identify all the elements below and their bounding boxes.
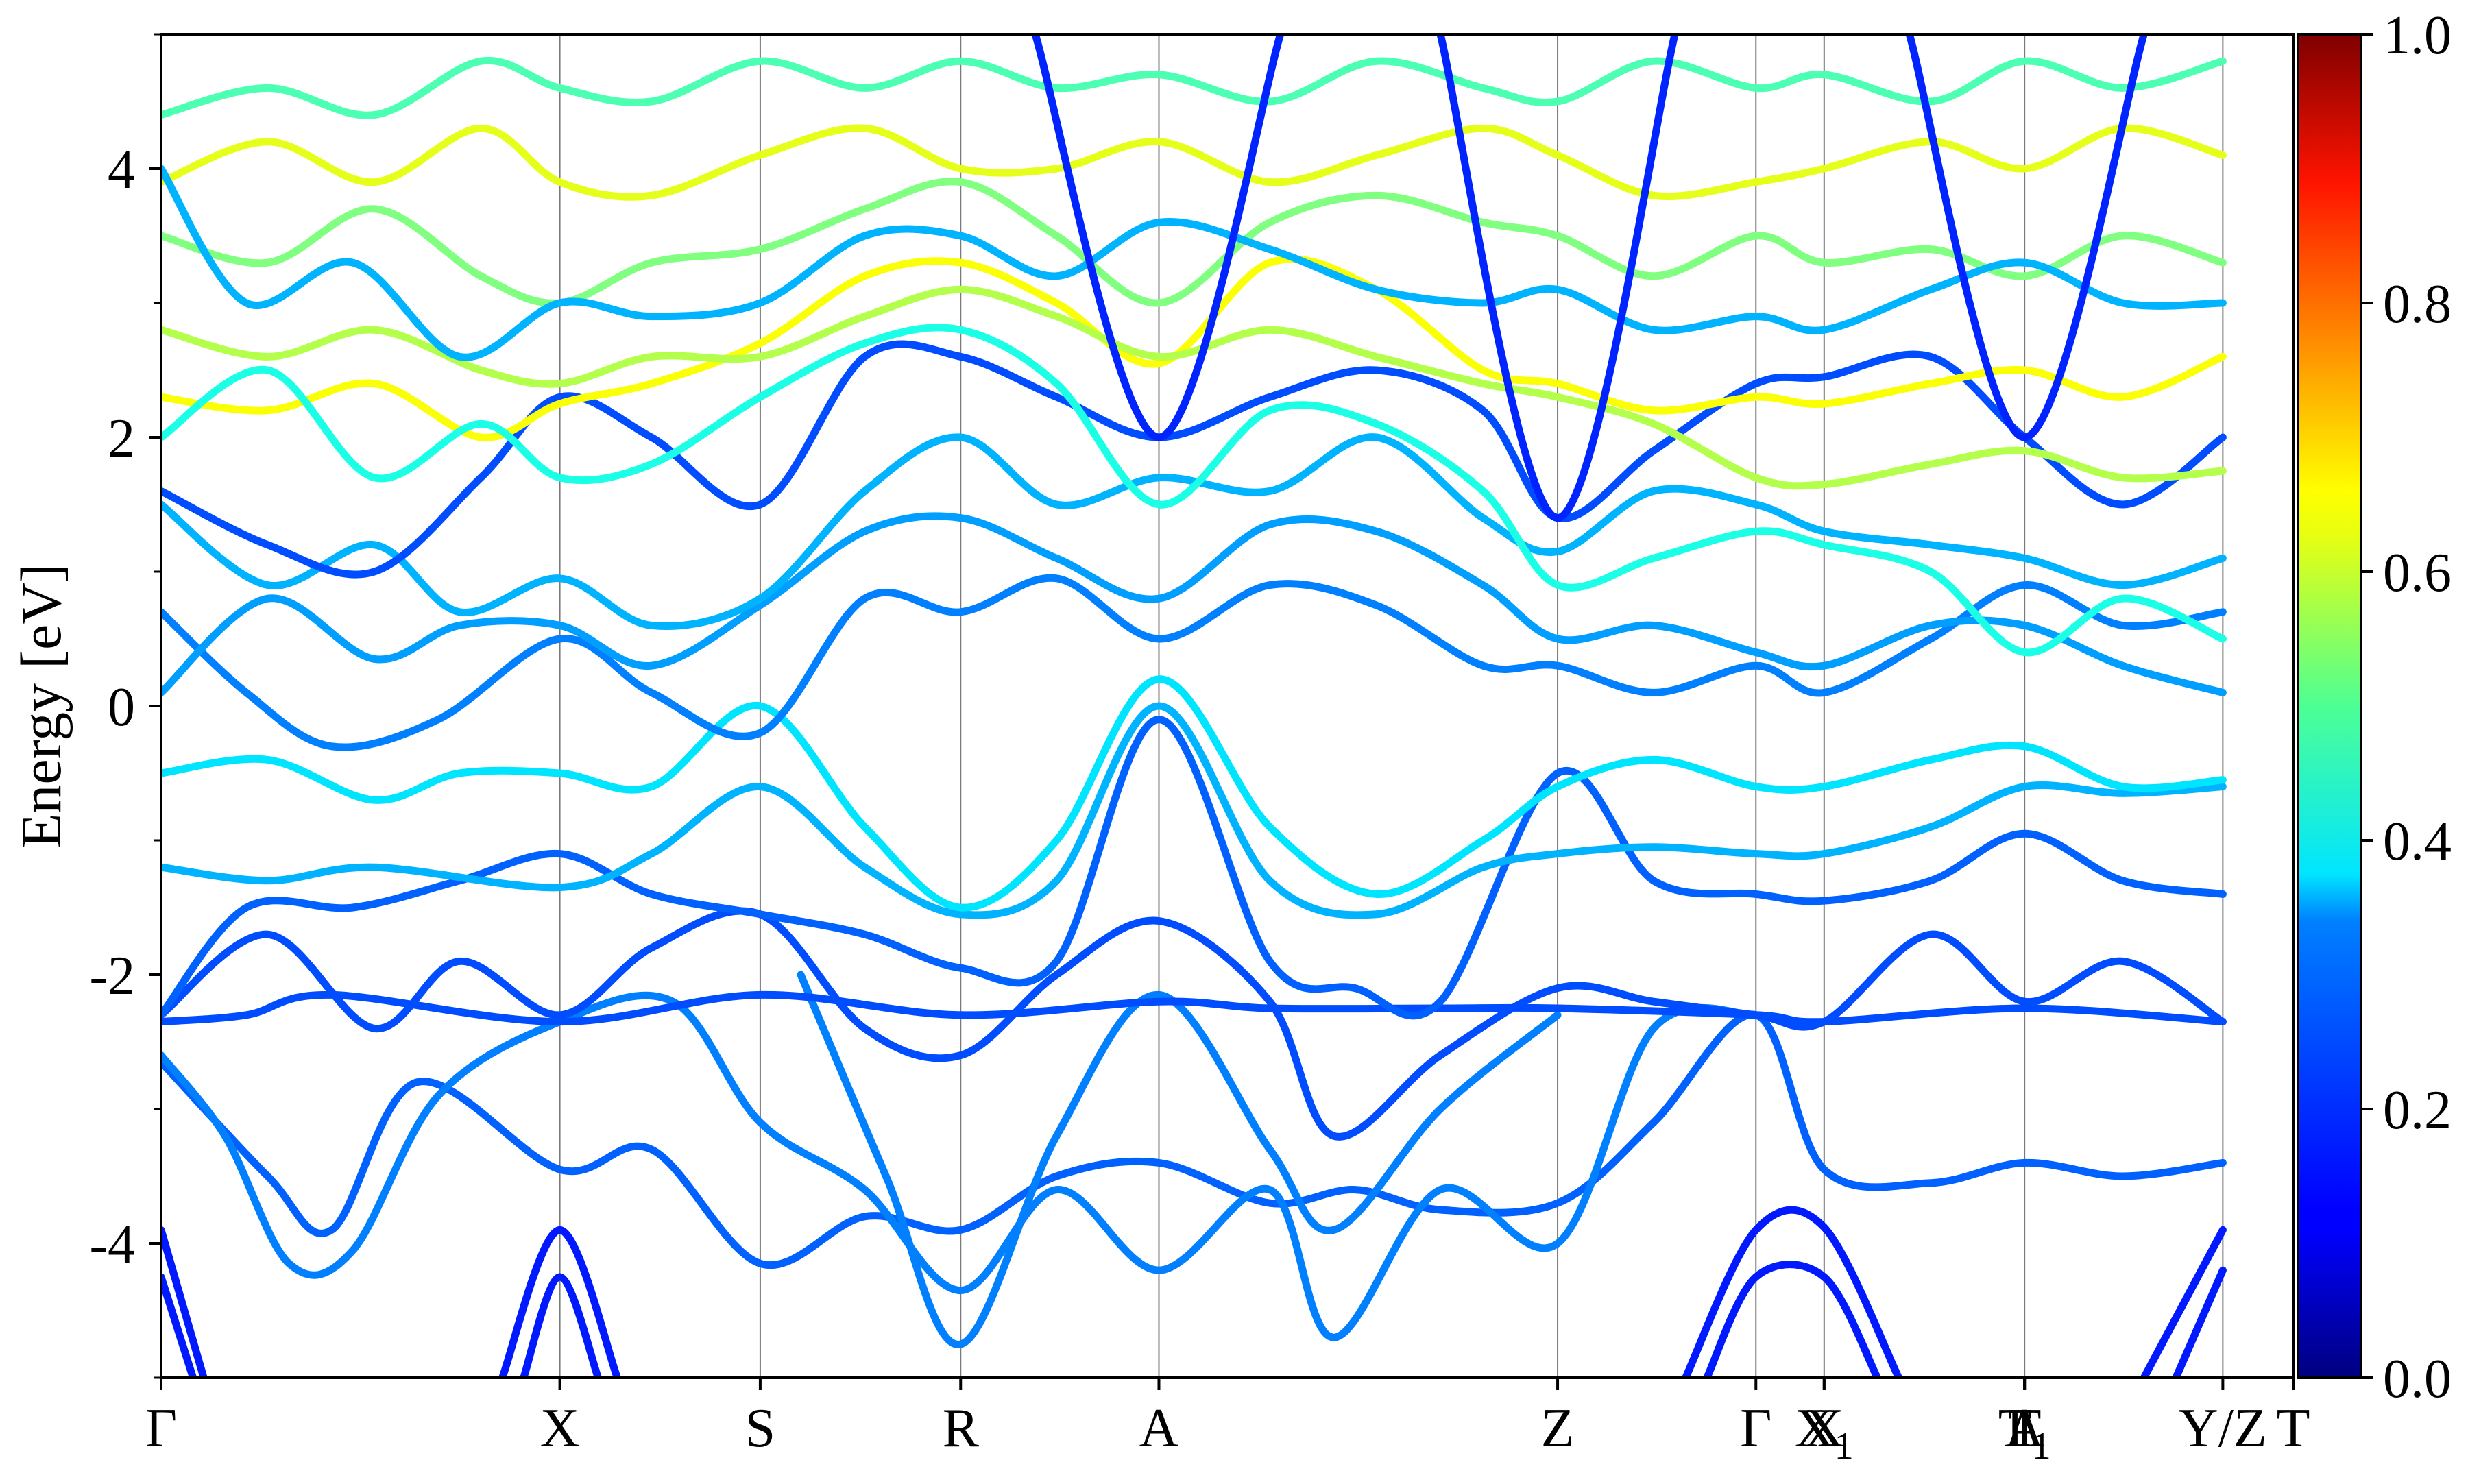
colorbar-tick-label: 0.6	[2383, 543, 2452, 603]
band-line	[161, 1226, 208, 1378]
colorbar-tick-label: 0.8	[2383, 274, 2452, 334]
x-tick-label: X	[540, 1398, 580, 1459]
band-line	[1905, 34, 2148, 441]
band-line	[161, 178, 2227, 307]
band-line	[1031, 34, 1285, 441]
band-line	[2140, 1226, 2227, 1378]
y-axis: -4 -2 0 2 4	[89, 33, 161, 1379]
x-tick-label: X1	[1795, 1398, 1854, 1468]
band-line	[797, 971, 1562, 1348]
band-line	[161, 716, 2227, 1020]
band-line	[1682, 1206, 1903, 1378]
band-line	[161, 56, 2227, 119]
x-tick-subscript: 1	[1835, 1425, 1854, 1468]
colorbar-axis: 0.0 0.2 0.4 0.6 0.8 1.0	[2361, 5, 2452, 1409]
band-line	[2172, 1266, 2227, 1378]
y-tick-label: -4	[89, 1215, 135, 1275]
colorbar-tick-label: 0.0	[2383, 1349, 2452, 1409]
x-tick-label: S	[745, 1398, 776, 1459]
colorbar	[2297, 33, 2362, 1379]
band-line	[161, 433, 2227, 630]
band-line	[498, 1226, 622, 1378]
colorbar-tick-label: 0.4	[2383, 812, 2452, 872]
y-tick-label: -2	[89, 946, 135, 1006]
band-line	[161, 255, 2227, 441]
band-line	[161, 675, 2227, 912]
y-tick-label: 0	[108, 677, 135, 738]
y-axis-label: Energy [eV]	[10, 563, 73, 849]
band-line	[1436, 34, 1679, 522]
kpoint-vertical-lines	[559, 34, 2224, 1378]
y-tick-label: 4	[108, 140, 135, 200]
x-tick-label: A	[2005, 1398, 2044, 1459]
band-line	[520, 1273, 603, 1378]
band-line	[161, 907, 2227, 1141]
band-line	[161, 1273, 197, 1378]
band-line	[161, 991, 1760, 1341]
y-tick-label: 2	[108, 409, 135, 469]
x-tick-label: Y/Z	[2179, 1398, 2267, 1459]
x-tick-label: X	[1804, 1398, 1844, 1459]
x-tick-label: Z	[1541, 1398, 1575, 1459]
band-line	[161, 324, 2227, 657]
x-tick-label: T	[2008, 1398, 2042, 1459]
band-line	[161, 1010, 2227, 1269]
colorbar-tick-label: 0.2	[2383, 1080, 2452, 1141]
band-line	[161, 165, 2227, 361]
band-line	[161, 574, 2227, 751]
x-tick-label: R	[943, 1398, 980, 1459]
band-lines	[161, 34, 2227, 1378]
x-tick-label: Γ	[1740, 1398, 1771, 1459]
x-tick-label: T	[2277, 1398, 2310, 1459]
band-line	[161, 512, 2227, 696]
band-line	[161, 702, 2227, 919]
band-line	[1703, 1261, 1882, 1378]
x-tick-subscript: 1	[2032, 1425, 2051, 1468]
x-tick-label: A	[1139, 1398, 1179, 1459]
x-tick-label: Γ	[145, 1398, 177, 1459]
colorbar-tick-label: 1.0	[2383, 5, 2452, 66]
band-line	[161, 124, 2227, 201]
